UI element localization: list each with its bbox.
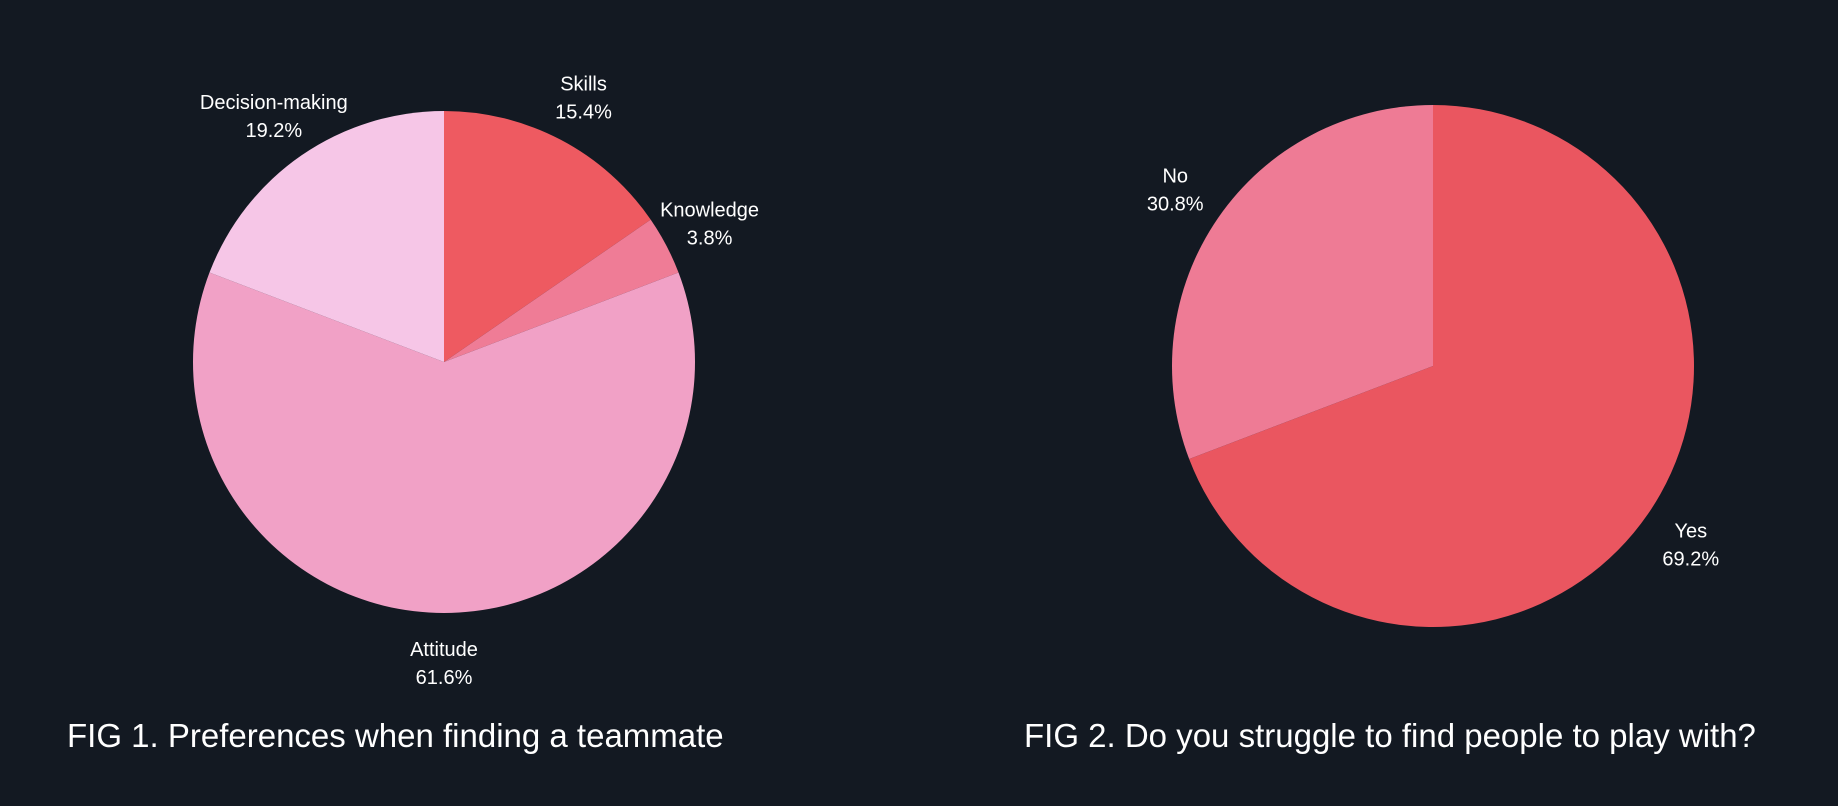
slice-name-decision-making: Decision-making — [200, 92, 348, 114]
slice-value-skills: 15.4% — [555, 101, 612, 123]
slice-value-no: 30.8% — [1147, 193, 1204, 215]
slice-label-knowledge: Knowledge 3.8% — [660, 199, 759, 249]
pie-slice-yes — [1189, 105, 1695, 627]
pie-slice-knowledge — [444, 219, 679, 362]
slice-name-attitude: Attitude — [410, 639, 478, 661]
slice-value-knowledge: 3.8% — [687, 227, 733, 249]
slice-name-yes: Yes — [1674, 521, 1707, 543]
slice-value-decision-making: 19.2% — [245, 120, 302, 142]
slice-label-skills: Skills 15.4% — [555, 73, 612, 123]
slice-label-yes: Yes 69.2% — [1662, 521, 1719, 571]
pie-slice-decision-making — [209, 111, 444, 362]
pie-slice-attitude — [192, 272, 695, 613]
pie-slice-skills — [444, 111, 651, 362]
slice-label-no: No 30.8% — [1147, 165, 1204, 215]
slice-value-yes: 69.2% — [1662, 549, 1719, 571]
slice-name-knowledge: Knowledge — [660, 199, 759, 221]
pie-chart-struggle: Yes 69.2% No 30.8% — [1147, 105, 1719, 627]
pie-slice-no — [1171, 105, 1433, 460]
slice-label-attitude: Attitude 61.6% — [410, 639, 478, 689]
slice-label-decision-making: Decision-making 19.2% — [200, 92, 348, 142]
slice-value-attitude: 61.6% — [416, 667, 473, 689]
slice-name-no: No — [1162, 165, 1188, 187]
slice-name-skills: Skills — [560, 73, 607, 95]
pie-chart-preferences: Skills 15.4% Knowledge 3.8% Attitude 61.6% Dec… — [192, 73, 759, 689]
chart-title-fig1: FIG 1. Preferences when finding a teamma… — [67, 717, 724, 754]
chart-title-fig2: FIG 2. Do you struggle to find people to… — [1024, 717, 1756, 754]
